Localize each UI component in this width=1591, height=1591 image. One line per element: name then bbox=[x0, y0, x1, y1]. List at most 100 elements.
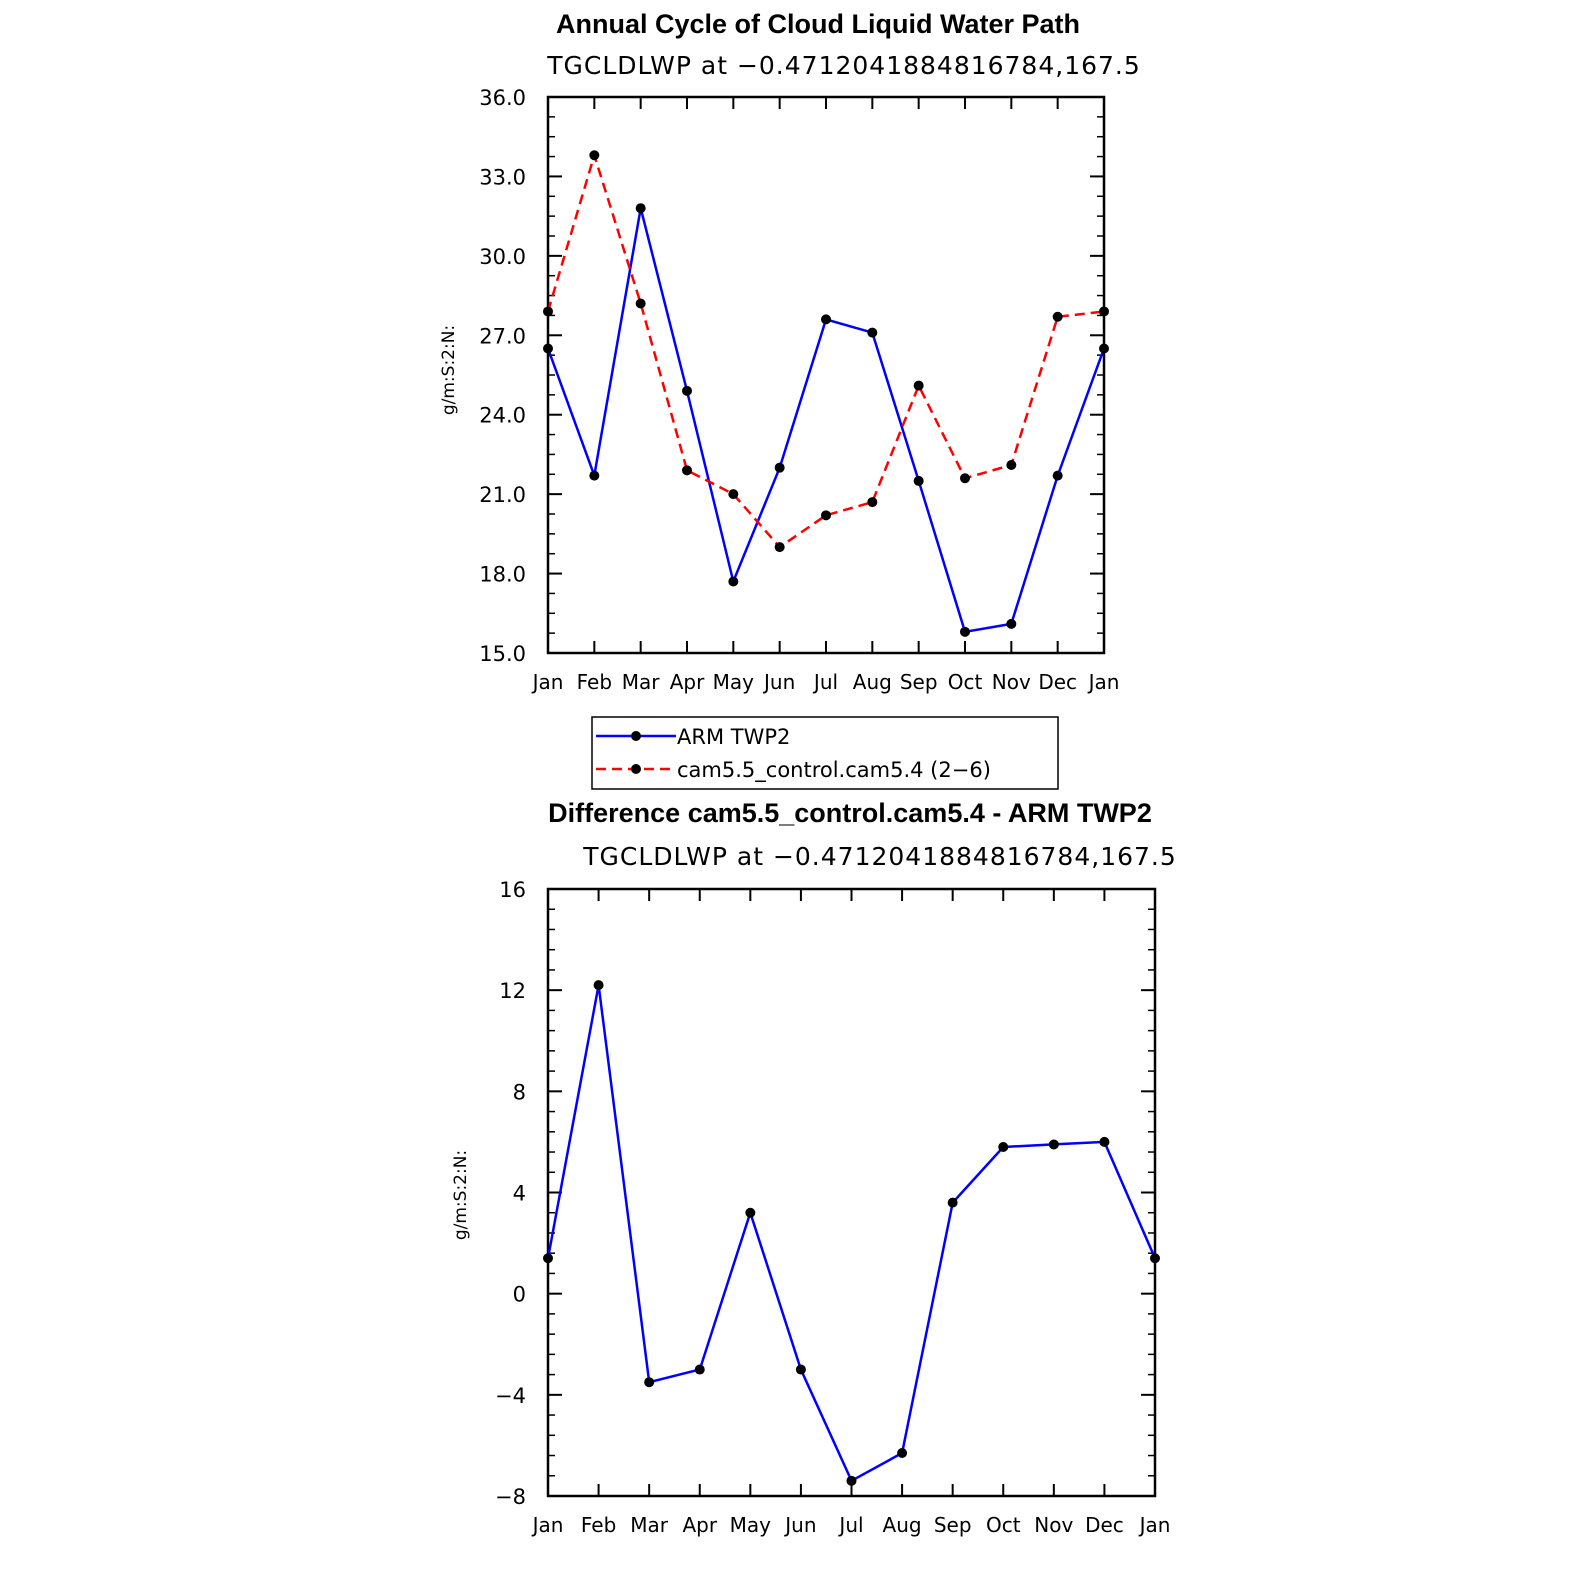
x-tick-label: Apr bbox=[670, 670, 705, 694]
chart-subtitle: TGCLDLWP at −0.4712041884816784,167.5 bbox=[546, 51, 1141, 80]
data-point bbox=[1150, 1253, 1160, 1264]
legend-marker bbox=[631, 764, 641, 774]
y-tick-label: 30.0 bbox=[479, 245, 526, 269]
data-point bbox=[728, 576, 739, 587]
data-point bbox=[543, 343, 553, 354]
x-tick-label: Dec bbox=[1085, 1513, 1124, 1537]
data-point bbox=[635, 298, 646, 309]
data-point bbox=[1006, 618, 1017, 629]
series-line bbox=[546, 984, 1157, 1483]
x-tick-label: Jun bbox=[762, 670, 795, 694]
x-tick-label: Jan bbox=[531, 670, 564, 694]
data-point bbox=[960, 626, 970, 637]
y-tick-label: 8 bbox=[513, 1080, 526, 1104]
data-point bbox=[947, 1197, 958, 1208]
data-point bbox=[745, 1207, 756, 1218]
data-point bbox=[846, 1475, 857, 1486]
legend-label-cam5: cam5.5_control.cam5.4 (2−6) bbox=[677, 758, 991, 783]
data-point bbox=[1006, 460, 1017, 471]
y-tick-label: 36.0 bbox=[479, 86, 526, 110]
x-tick-label: May bbox=[713, 670, 755, 694]
x-tick-label: Mar bbox=[622, 670, 661, 694]
data-point bbox=[635, 203, 646, 214]
y-tick-label: 16 bbox=[499, 878, 526, 902]
x-tick-label: Feb bbox=[581, 1513, 616, 1537]
data-point bbox=[1052, 311, 1063, 322]
data-point bbox=[867, 497, 878, 508]
y-tick-label: 18.0 bbox=[479, 563, 526, 587]
data-point bbox=[589, 150, 600, 161]
data-point bbox=[913, 475, 924, 486]
x-tick-label: Feb bbox=[577, 670, 612, 694]
data-point bbox=[728, 489, 739, 500]
y-tick-label: 15.0 bbox=[479, 642, 526, 666]
data-point bbox=[998, 1141, 1009, 1152]
series-line bbox=[546, 150, 1105, 549]
y-tick-label: 33.0 bbox=[479, 165, 526, 189]
chart-subtitle: TGCLDLWP at −0.4712041884816784,167.5 bbox=[582, 842, 1177, 871]
data-point bbox=[1052, 470, 1063, 481]
x-tick-label: Sep bbox=[934, 1513, 972, 1537]
x-tick-label: Nov bbox=[992, 670, 1031, 694]
data-point bbox=[1048, 1139, 1059, 1150]
data-point bbox=[1099, 306, 1109, 317]
x-tick-label: Jun bbox=[783, 1513, 816, 1537]
x-tick-label: Aug bbox=[853, 670, 892, 694]
chart-title: Difference cam5.5_control.cam5.4 - ARM T… bbox=[548, 798, 1152, 828]
y-tick-label: −8 bbox=[495, 1485, 526, 1509]
x-tick-label: Jan bbox=[531, 1513, 564, 1537]
annual-cycle-chart: Annual Cycle of Cloud Liquid Water Path … bbox=[439, 9, 1141, 694]
y-tick-label: 24.0 bbox=[479, 404, 526, 428]
x-tick-label: Oct bbox=[948, 670, 983, 694]
y-tick-label: 0 bbox=[513, 1283, 526, 1307]
plot-frame bbox=[546, 95, 1106, 655]
x-tick-label: Apr bbox=[682, 1513, 717, 1537]
legend-item-arm-twp2: ARM TWP2 bbox=[596, 725, 790, 749]
y-tick-label: 27.0 bbox=[479, 324, 526, 348]
x-tick-label: Mar bbox=[630, 1513, 669, 1537]
x-tick-label: Nov bbox=[1034, 1513, 1073, 1537]
data-point bbox=[589, 470, 600, 481]
data-point bbox=[867, 327, 878, 338]
x-tick-label: Jul bbox=[812, 670, 838, 694]
y-tick-label: 4 bbox=[513, 1182, 526, 1206]
y-axis-label: g/m:S:2:N: bbox=[451, 1150, 471, 1240]
legend-item-cam5: cam5.5_control.cam5.4 (2−6) bbox=[596, 758, 991, 783]
y-axis-label: g/m:S:2:N: bbox=[439, 325, 459, 415]
data-point bbox=[821, 510, 831, 521]
x-tick-label: Sep bbox=[900, 670, 938, 694]
x-tick-label: Oct bbox=[986, 1513, 1021, 1537]
x-tick-label: Aug bbox=[883, 1513, 922, 1537]
y-tick-label: −4 bbox=[495, 1384, 526, 1408]
data-point bbox=[694, 1364, 705, 1375]
x-tick-label: Dec bbox=[1038, 670, 1077, 694]
data-point bbox=[774, 462, 785, 473]
data-point bbox=[1099, 343, 1109, 354]
data-point bbox=[682, 465, 692, 476]
plot-frame bbox=[546, 887, 1157, 1498]
data-point bbox=[682, 385, 692, 396]
legend-marker bbox=[631, 731, 641, 741]
data-point bbox=[774, 542, 785, 553]
y-tick-label: 12 bbox=[499, 979, 526, 1003]
x-tick-label: May bbox=[730, 1513, 772, 1537]
data-point bbox=[543, 1253, 553, 1264]
chart-title: Annual Cycle of Cloud Liquid Water Path bbox=[556, 9, 1080, 39]
x-tick-label: Jan bbox=[1087, 670, 1120, 694]
legend-box bbox=[591, 716, 1059, 790]
y-tick-label: 21.0 bbox=[479, 483, 526, 507]
x-tick-label: Jan bbox=[1138, 1513, 1171, 1537]
data-point bbox=[897, 1448, 908, 1459]
data-point bbox=[543, 306, 553, 317]
legend: ARM TWP2 cam5.5_control.cam5.4 (2−6) bbox=[591, 716, 1059, 790]
data-point bbox=[644, 1377, 655, 1388]
data-point bbox=[795, 1364, 806, 1375]
data-point bbox=[913, 380, 924, 391]
data-point bbox=[960, 473, 970, 484]
data-point bbox=[821, 314, 831, 325]
data-point bbox=[593, 980, 604, 991]
legend-label-arm-twp2: ARM TWP2 bbox=[677, 725, 790, 749]
data-point bbox=[1099, 1136, 1110, 1147]
x-tick-label: Jul bbox=[837, 1513, 863, 1537]
